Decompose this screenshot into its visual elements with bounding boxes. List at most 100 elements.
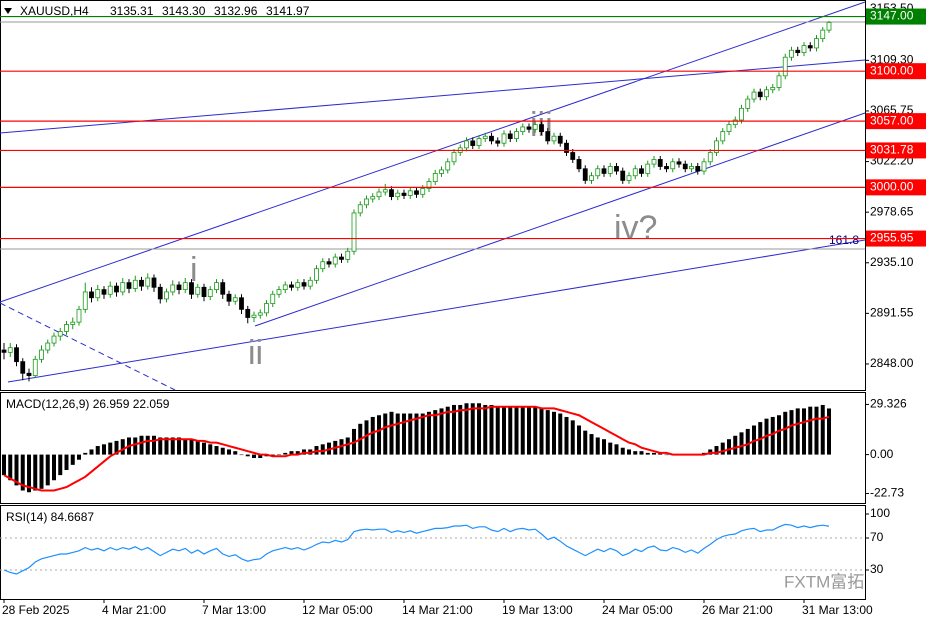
candle-body [76, 308, 82, 323]
candle-body [276, 289, 282, 295]
price-level-label: 3147.00 [870, 9, 914, 23]
channel-upper [0, 1, 866, 303]
macd-bar [183, 439, 188, 455]
macd-bar [408, 413, 413, 455]
candle-body [826, 22, 832, 31]
candle-body [14, 347, 19, 363]
candle-body [107, 285, 113, 295]
candle-body [801, 45, 807, 53]
candle-body [232, 297, 238, 302]
macd-bar [427, 411, 431, 455]
macd-bar [583, 430, 588, 455]
macd-bar [139, 435, 144, 455]
candle-body [482, 135, 488, 139]
candle-body [576, 159, 582, 170]
candle-body [264, 303, 269, 314]
macd-bar [64, 454, 69, 470]
y-tick-label: 0.00 [870, 447, 894, 461]
candle-body [695, 166, 701, 172]
candle-body [551, 135, 557, 142]
macd-bar [120, 439, 125, 455]
macd-bar [170, 437, 175, 455]
candle-body [445, 161, 451, 171]
y-tick-label: 70 [870, 530, 884, 544]
macd-bar [27, 454, 31, 493]
candle-body [426, 181, 432, 189]
macd-bar [652, 452, 656, 455]
candle-body [126, 282, 132, 289]
candle-body [70, 321, 76, 325]
candle-body [82, 291, 88, 310]
candle-body [132, 279, 138, 289]
candle-body [226, 293, 232, 302]
candle-body [414, 190, 419, 195]
candle-body [707, 152, 713, 163]
candle-body [95, 289, 101, 299]
macd-bar [827, 408, 831, 455]
macd-bar [20, 454, 25, 491]
candle-body [526, 126, 532, 130]
macd-bar [808, 406, 813, 455]
candle-body [220, 282, 226, 295]
macd-bar [58, 454, 63, 476]
candle-body [26, 372, 32, 376]
candle-body [20, 361, 26, 374]
header-value: 3143.30 [162, 4, 206, 18]
candle-body [657, 159, 663, 167]
candle-body [664, 166, 669, 170]
macd-bar [714, 446, 719, 455]
macd-bar [383, 413, 388, 455]
candle-body [476, 138, 482, 146]
macd-bar [8, 454, 13, 481]
candle-body [57, 331, 63, 337]
collapse-icon[interactable] [4, 8, 12, 14]
macd-bar [527, 406, 531, 455]
candle-body [214, 282, 219, 291]
macd-bar [102, 444, 106, 455]
macd-bar [295, 451, 300, 455]
macd-bar [783, 411, 788, 455]
y-tick-label: 2978.65 [870, 204, 914, 218]
macd-frame [0, 392, 866, 504]
candle-body [595, 168, 601, 177]
candle-body [89, 291, 94, 299]
macd-bar [389, 411, 394, 455]
macd-bar [433, 410, 438, 455]
macd-bar [39, 454, 44, 489]
macd-title: MACD(12,26,9) 26.959 22.059 [6, 397, 170, 411]
macd-bar [239, 454, 244, 456]
macd-bar [208, 444, 213, 455]
candle-body [532, 124, 538, 130]
y-tick-label: 2935.10 [870, 255, 914, 269]
macd-bar [439, 408, 444, 455]
candle-body [814, 38, 819, 49]
channel-lower [254, 112, 866, 327]
candle-body [682, 163, 688, 170]
candle-body [114, 285, 119, 293]
macd-bar [545, 410, 550, 455]
price-frame [0, 0, 866, 391]
candle-body [670, 161, 676, 170]
macd-bar [720, 442, 725, 455]
candle-body [820, 29, 826, 40]
macd-bar [52, 454, 56, 481]
wave-label: ii [248, 334, 263, 372]
macd-bar [739, 432, 744, 455]
macd-bar [164, 437, 169, 455]
macd-bar [220, 447, 225, 455]
candle-body [776, 75, 782, 88]
x-tick-label: 28 Feb 2025 [2, 603, 70, 617]
candle-body [607, 166, 613, 174]
macd-bar [33, 454, 38, 491]
candle-body [289, 284, 294, 288]
y-tick-label: 2848.00 [870, 356, 914, 370]
candle-body [589, 175, 594, 181]
macd-bar [114, 440, 119, 455]
macd-bar [420, 413, 425, 455]
macd-bar [320, 444, 325, 455]
candle-body [32, 358, 38, 376]
candle-body [626, 175, 632, 181]
candle-body [301, 282, 307, 287]
candle-body [764, 89, 769, 98]
